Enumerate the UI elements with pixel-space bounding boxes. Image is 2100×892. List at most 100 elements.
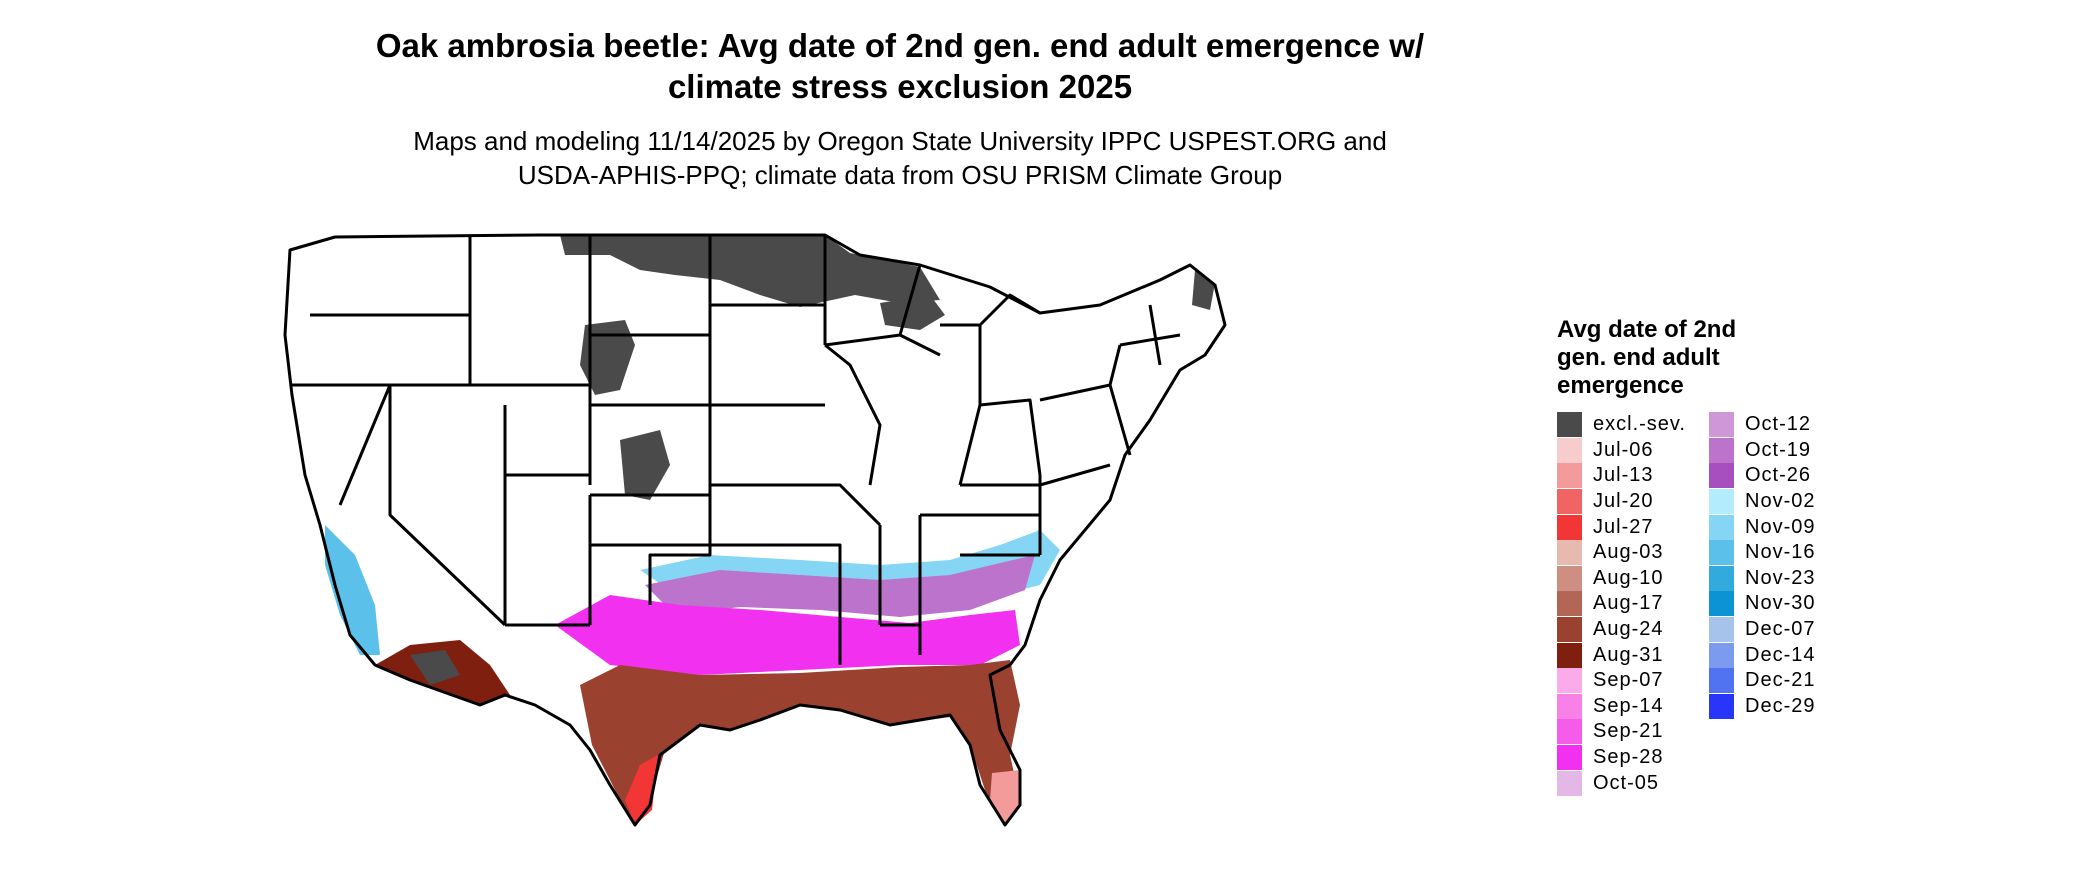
legend-swatch xyxy=(1557,412,1582,438)
legend-item: excl.-sev. xyxy=(1557,412,1686,438)
legend-label: Aug-17 xyxy=(1593,592,1664,615)
legend-item: Sep-28 xyxy=(1557,745,1686,771)
map-subtitle-line-2: USDA-APHIS-PPQ; climate data from OSU PR… xyxy=(517,160,1283,190)
legend-swatch xyxy=(1709,693,1734,719)
legend-label: Aug-03 xyxy=(1593,541,1664,564)
legend-item: Nov-09 xyxy=(1709,514,1815,540)
legend-swatch xyxy=(1557,617,1582,643)
legend-item: Nov-23 xyxy=(1709,565,1816,592)
legend-item: Sep-21 xyxy=(1557,719,1686,745)
legend-label: Sep-14 xyxy=(1593,694,1664,717)
legend-label: Dec-21 xyxy=(1745,669,1816,692)
map-title: Oak ambrosia beetle: Avg date of 2nd gen… xyxy=(0,25,1800,107)
legend-swatch xyxy=(1557,489,1582,515)
legend-swatch xyxy=(1557,540,1582,566)
legend-swatch xyxy=(1557,514,1582,540)
map-title-line-2: climate stress exclusion 2025 xyxy=(667,68,1133,105)
zone-jul-pink-florida xyxy=(990,770,1020,825)
legend-column-1: excl.-sev. Jul-06 Jul-13 Jul-20 Jul-27 Aug-03… xyxy=(1557,412,1686,796)
legend-label: Nov-16 xyxy=(1745,541,1816,564)
legend-swatch xyxy=(1557,565,1582,591)
legend-item: Oct-19 xyxy=(1709,437,1815,464)
legend-swatch xyxy=(1557,642,1582,668)
map-title-line-1: Oak ambrosia beetle: Avg date of 2nd gen… xyxy=(375,27,1425,64)
legend-item: Jul-27 xyxy=(1557,514,1686,540)
zone-sep-magenta xyxy=(555,595,1020,675)
zone-excluded-colorado xyxy=(620,430,670,500)
legend-item: Dec-21 xyxy=(1709,668,1815,694)
legend-label: Oct-19 xyxy=(1745,438,1812,461)
legend-label: Jul-13 xyxy=(1593,464,1654,487)
legend-label: Jul-27 xyxy=(1593,515,1654,538)
legend-item: Aug-24 xyxy=(1557,617,1686,643)
legend-swatch xyxy=(1709,489,1734,515)
legend-swatch xyxy=(1557,591,1582,617)
legend-label: Nov-09 xyxy=(1745,515,1816,538)
state-boundaries xyxy=(283,233,1227,827)
zone-excluded-north xyxy=(560,235,940,307)
legend-item: Aug-03 xyxy=(1557,540,1686,566)
legend-label: Dec-07 xyxy=(1745,618,1816,641)
legend-swatch xyxy=(1557,463,1582,489)
legend-column-2: Oct-12 Oct-19 Oct-26 Nov-02 Nov-09 Nov-16 Nov-… xyxy=(1709,412,1815,719)
legend-item: Oct-05 xyxy=(1557,770,1686,796)
state-lines-east xyxy=(824,264,1181,557)
legend-item: Aug-31 xyxy=(1557,642,1686,668)
legend-title-line-2: gen. end adult xyxy=(1557,344,1720,371)
legend-swatch xyxy=(1557,770,1582,796)
legend-item: Jul-13 xyxy=(1557,463,1686,489)
legend-item: Sep-07 xyxy=(1557,668,1686,694)
legend-label: Nov-30 xyxy=(1745,592,1816,615)
legend-label: Nov-23 xyxy=(1745,566,1816,589)
legend-swatch xyxy=(1709,412,1734,438)
legend-item: Dec-29 xyxy=(1709,693,1816,720)
zone-excluded-wyoming xyxy=(580,320,635,395)
us-map-zones xyxy=(285,235,1225,825)
zone-southwest-excluded xyxy=(410,650,460,685)
us-border xyxy=(283,233,1227,827)
map-subtitle: Maps and modeling 11/14/2025 by Oregon S… xyxy=(0,124,1800,192)
legend-label: Sep-28 xyxy=(1593,746,1664,769)
legend-item: Aug-17 xyxy=(1557,591,1686,617)
state-lines-central xyxy=(648,235,922,665)
legend-swatch xyxy=(1709,437,1734,463)
legend-label: Sep-21 xyxy=(1593,720,1664,743)
legend-item: Dec-07 xyxy=(1709,617,1815,643)
legend-swatch xyxy=(1709,540,1734,566)
legend-label: Oct-12 xyxy=(1745,413,1812,436)
legend-label: Dec-29 xyxy=(1745,694,1816,717)
legend-label: excl.-sev. xyxy=(1593,413,1686,436)
legend-item: Nov-16 xyxy=(1709,540,1815,566)
legend-label: Nov-02 xyxy=(1745,490,1816,513)
legend-item: Jul-06 xyxy=(1557,437,1686,464)
legend-swatch xyxy=(1557,719,1582,745)
legend-label: Oct-26 xyxy=(1745,464,1812,487)
legend-columns: excl.-sev. Jul-06 Jul-13 Jul-20 Jul-27 Aug-03… xyxy=(1557,412,2077,812)
legend-item: Nov-02 xyxy=(1709,489,1815,515)
legend-label: Jul-20 xyxy=(1593,490,1654,513)
legend-swatch xyxy=(1709,514,1734,540)
legend-item: Dec-14 xyxy=(1709,642,1815,668)
legend-label: Sep-07 xyxy=(1593,669,1664,692)
legend-swatch xyxy=(1709,617,1734,643)
legend-swatch xyxy=(1709,642,1734,668)
legend-swatch xyxy=(1709,668,1734,694)
map-subtitle-line-1: Maps and modeling 11/14/2025 by Oregon S… xyxy=(413,126,1387,156)
zone-excluded-wisconsin xyxy=(880,295,945,330)
legend-label: Jul-06 xyxy=(1593,438,1654,461)
legend-swatch xyxy=(1709,591,1734,617)
legend-swatch xyxy=(1557,437,1582,463)
legend-item: Aug-10 xyxy=(1557,565,1686,592)
legend-swatch xyxy=(1557,745,1582,771)
legend-swatch xyxy=(1709,463,1734,489)
legend-item: Sep-14 xyxy=(1557,693,1686,720)
legend-swatch xyxy=(1557,693,1582,719)
legend-item: Oct-12 xyxy=(1709,412,1815,438)
legend-title-line-1: Avg date of 2nd xyxy=(1557,316,1737,343)
legend-label: Oct-05 xyxy=(1593,771,1660,794)
legend-item: Nov-30 xyxy=(1709,591,1815,617)
legend-title: Avg date of 2nd gen. end adult emergence xyxy=(1557,316,2077,400)
zone-california-blue xyxy=(325,525,380,655)
legend-label: Aug-24 xyxy=(1593,618,1664,641)
legend-item: Oct-26 xyxy=(1709,463,1815,489)
